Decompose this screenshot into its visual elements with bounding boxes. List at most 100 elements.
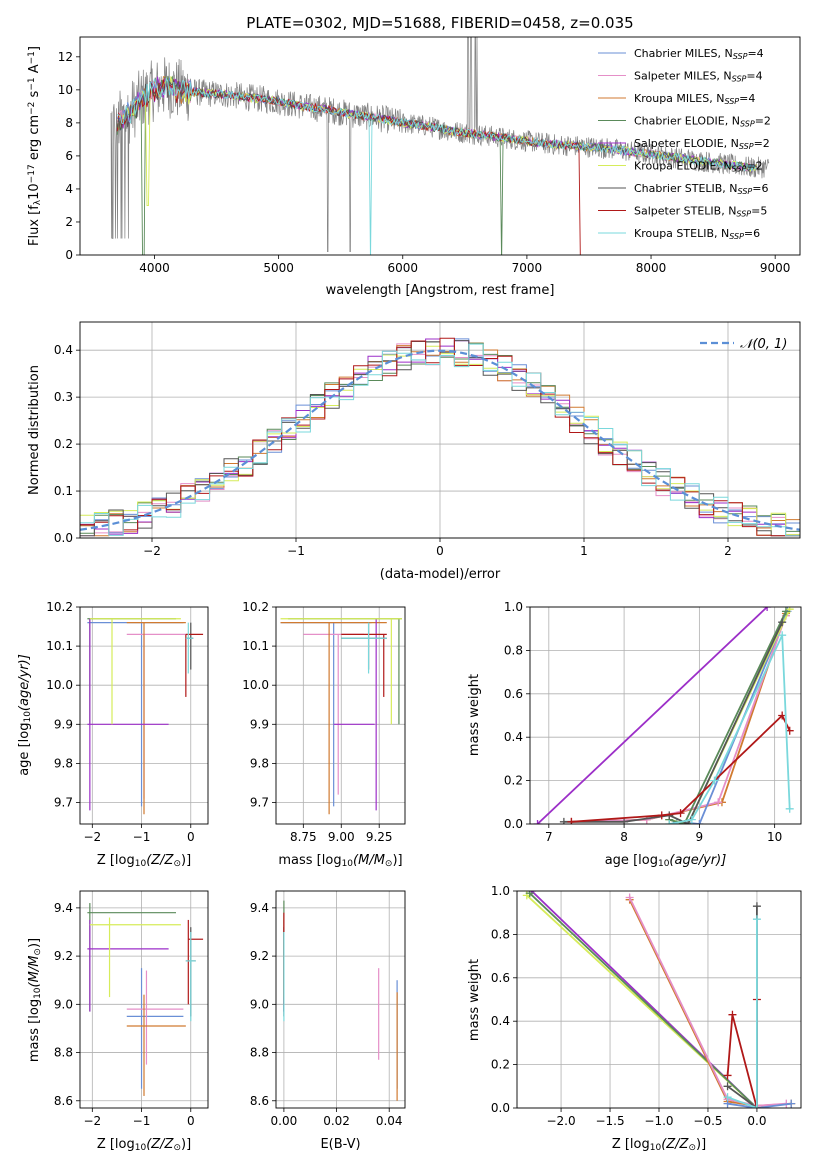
x-axis-label: mass [log10(M/M⊙)] (278, 853, 402, 869)
y-tick-label: 10 (58, 83, 73, 97)
y-tick-label: 9.2 (250, 949, 269, 963)
y-tick-label: 12 (58, 50, 73, 64)
weight-line (628, 899, 792, 1107)
y-tick-label: 10.1 (46, 639, 73, 653)
weight-marker (525, 891, 534, 898)
x-tick-label: −1.0 (644, 1114, 673, 1128)
plot-area (283, 900, 398, 1101)
gaussian-curve (80, 349, 800, 531)
x-tick-label: −1 (287, 544, 305, 558)
x-axis-label: E(B-V) (320, 1137, 360, 1152)
y-tick-label: 10.1 (242, 639, 269, 653)
x-tick-label: 7000 (512, 261, 543, 275)
y-tick-label: 0.1 (54, 484, 73, 498)
y-tick-label: 0.6 (504, 687, 523, 701)
x-axis-label: wavelength [Angstrom, rest frame] (326, 283, 555, 298)
y-tick-label: 0.3 (54, 390, 73, 404)
plot-area (87, 903, 204, 1096)
x-tick-label: 0 (187, 1114, 195, 1128)
x-tick-label: −1 (133, 830, 151, 844)
weight-line (727, 906, 758, 1108)
weight-marker (710, 776, 719, 785)
axes-frame (79, 36, 801, 256)
weight-line (669, 610, 787, 824)
y-tick-label: 9.8 (250, 756, 269, 770)
weight-marker (687, 815, 696, 824)
y-tick-label: 0.0 (491, 1101, 510, 1115)
weight-line (536, 607, 768, 824)
spectrum-chart: 4000 5000 6000 7000 8000 9000 0 2 4 6 8 10 12 Chabrie… (27, 36, 801, 298)
weight-marker (781, 607, 790, 616)
y-axis-label: Flux [fλ10−17 erg cm−2 s−1 A−1] (27, 46, 43, 246)
y-tick-label: 9.2 (54, 949, 73, 963)
x-tick-label: 9.00 (328, 830, 355, 844)
weight-marker (567, 817, 576, 824)
x-tick-label: 1 (580, 544, 588, 558)
x-tick-label: −2.0 (546, 1114, 575, 1128)
legend-entry: Chabrier MILES, NSSP=4 (634, 47, 764, 61)
y-axis-label: mass [log10(M/M⊙)] (27, 938, 43, 1062)
axes-frame (275, 890, 406, 1109)
weight-marker (676, 809, 685, 818)
age-vs-mass-chart: 8.75 9.00 9.25 9.7 9.8 9.9 10.0 10.1 10.2 mass [l… (242, 600, 406, 869)
plot-area (533, 607, 794, 824)
weight-marker (723, 1082, 732, 1091)
figure-title: PLATE=0302, MJD=51688, FIBERID=0458, z=0… (246, 14, 633, 32)
y-tick-label: 10.2 (46, 600, 73, 614)
legend-entry: Kroupa ELODIE, NSSP=2 (634, 160, 763, 174)
legend-entry: Chabrier ELODIE, NSSP=2 (634, 115, 771, 129)
x-tick-label: 9.25 (366, 830, 393, 844)
x-tick-label: −2 (83, 1114, 101, 1128)
y-tick-label: 9.7 (250, 795, 269, 809)
mass-vs-metallicity-chart: −2 −1 0 8.6 8.8 9.0 9.2 9.4 Z [log10(Z/Z⊙)] mass … (27, 890, 209, 1153)
residual-chart: −2 −1 0 1 2 0.0 0.1 0.2 0.3 0.4 𝒩(0, 1) (data-model… (27, 321, 801, 582)
weight-marker (714, 798, 723, 807)
y-tick-label: 1.0 (491, 884, 510, 898)
x-axis-label: age [log10(age/yr)] (605, 853, 727, 869)
weight-line (571, 613, 787, 823)
y-tick-label: 6 (65, 149, 73, 163)
x-tick-label: 0.0 (747, 1114, 766, 1128)
plot-area (87, 618, 204, 815)
y-tick-label: 9.0 (54, 997, 73, 1011)
y-tick-label: 9.9 (250, 717, 269, 731)
weight-marker (625, 893, 634, 902)
y-tick-label: 10.0 (46, 678, 73, 692)
x-axis-label: (data-model)/error (380, 567, 501, 582)
x-tick-label: −2 (83, 830, 101, 844)
y-tick-label: 4 (65, 182, 73, 196)
x-tick-label: 8.75 (290, 830, 317, 844)
y-axis-label: age [log10(age/yr)] (17, 654, 33, 776)
y-tick-label: 10.0 (242, 678, 269, 692)
weight-marker (752, 915, 761, 924)
y-tick-label: 0.4 (491, 1014, 510, 1028)
weight-marker (684, 820, 693, 824)
mass-vs-extinction-chart: 0.00 0.02 0.04 8.6 8.8 9.0 9.2 9.4 E(B-V) (250, 890, 406, 1152)
y-tick-label: 1.0 (504, 600, 523, 614)
y-tick-label: 0 (65, 248, 73, 262)
y-tick-label: 0.6 (491, 971, 510, 985)
axes-frame (529, 606, 802, 825)
y-tick-label: 8.8 (250, 1046, 269, 1060)
y-axis-label: mass weight (467, 674, 482, 756)
y-tick-label: 2 (65, 215, 73, 229)
x-tick-label: −0.5 (693, 1114, 722, 1128)
weight-marker (752, 1104, 761, 1108)
mass-weight-vs-metallicity-chart: −2.0 −1.5 −1.0 −0.5 0.0 0.0 0.2 0.4 0.6 0.8 1.0 Z [… (467, 884, 802, 1153)
x-tick-label: 0.02 (323, 1114, 350, 1128)
weight-marker (778, 618, 787, 627)
weight-marker (533, 820, 542, 824)
y-tick-label: 9.8 (54, 756, 73, 770)
weight-marker (723, 1071, 732, 1080)
x-tick-label: 0.00 (271, 1114, 298, 1128)
legend-entry: Salpeter STELIB, NSSP=5 (634, 205, 767, 219)
weight-marker (559, 817, 568, 824)
weight-line (571, 713, 791, 823)
plot-area (280, 618, 402, 815)
legend-entry: Kroupa MILES, NSSP=4 (634, 92, 755, 106)
y-tick-label: 9.7 (54, 795, 73, 809)
y-axis-label: Normed distribution (27, 365, 42, 495)
x-tick-label: −2 (143, 544, 161, 558)
axes-frame (79, 606, 209, 825)
